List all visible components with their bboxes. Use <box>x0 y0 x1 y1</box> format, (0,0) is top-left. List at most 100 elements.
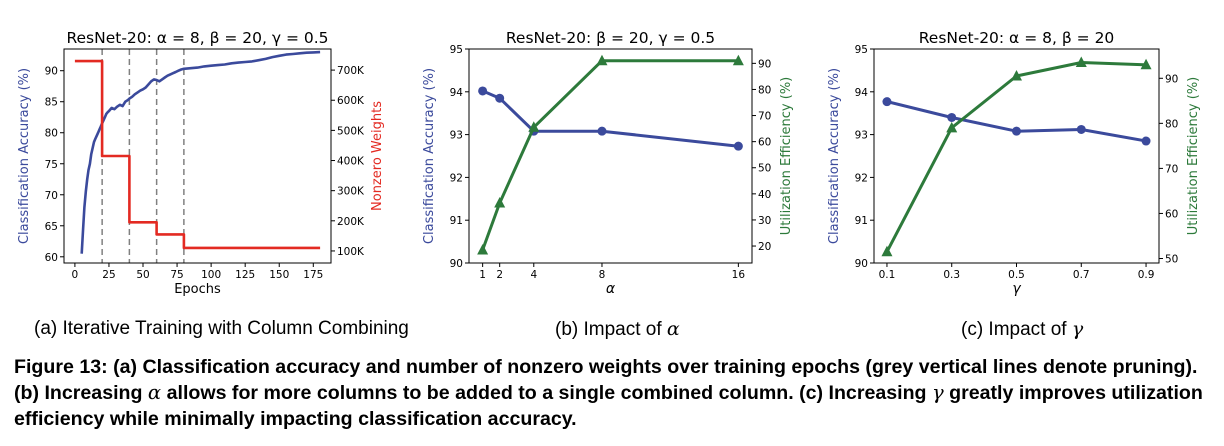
y2-tick-label: 200K <box>337 216 365 228</box>
subcaption-c-text: (c) Impact of <box>961 319 1072 340</box>
accuracy-point <box>1141 136 1151 146</box>
y-tick-label: 95 <box>450 44 463 56</box>
y-tick-label: 75 <box>45 159 58 171</box>
y-tick-label: 93 <box>450 130 463 142</box>
y2-tick-label: 90 <box>1165 73 1178 85</box>
x-tick-label: 0.3 <box>943 269 960 281</box>
y2-tick-label: 50 <box>1165 253 1178 265</box>
x-tick-label: 0.7 <box>1073 269 1090 281</box>
y-tick-label: 65 <box>45 221 58 233</box>
subcaption-c: (c) Impact of γ <box>961 318 1083 341</box>
y2-tick-label: 60 <box>758 137 771 149</box>
x-tick-label: 4 <box>530 269 537 281</box>
y2-tick-label: 300K <box>337 186 365 198</box>
y-tick-label: 92 <box>450 172 463 184</box>
x-tick-label: 25 <box>102 269 115 281</box>
x-tick-label: 0 <box>72 269 79 281</box>
y2-tick-label: 70 <box>758 111 771 123</box>
y2-tick-label: 60 <box>1165 208 1178 220</box>
y-axis-label: Classification Accuracy (%) <box>827 68 842 244</box>
figure-charts: 0 25 50 75 100 125 150 17560657075808590100K200… <box>17 29 1201 297</box>
utilization-point <box>1011 70 1022 81</box>
accuracy-point <box>733 141 743 151</box>
y2-tick-label: 50 <box>758 163 771 175</box>
y-tick-label: 95 <box>855 44 868 56</box>
y2-tick-label: 500K <box>337 125 365 137</box>
y2-tick-label: 40 <box>758 189 771 201</box>
series-utilization-line <box>885 61 1147 253</box>
x-tick-label: 75 <box>170 269 183 281</box>
y2-axis-label: Utilization Efficiency (%) <box>779 77 794 236</box>
caption-part-1: Figure 13: (a) Classification accuracy a… <box>14 356 1198 404</box>
utilization-point <box>528 121 540 132</box>
subcaption-c-symbol: γ <box>1071 318 1084 340</box>
accuracy-point <box>882 97 892 107</box>
chart-title: ResNet-20: α = 8, β = 20 <box>919 29 1115 47</box>
chart-title: ResNet-20: β = 20, γ = 0.5 <box>506 29 715 47</box>
y-axis-label: Classification Accuracy (%) <box>422 68 437 244</box>
y-tick-label: 90 <box>45 66 58 78</box>
y-tick-label: 91 <box>855 215 868 227</box>
y2-tick-label: 80 <box>1165 118 1178 130</box>
y-tick-label: 94 <box>855 87 869 99</box>
figure-caption: Figure 13: (a) Classification accuracy a… <box>14 354 1220 432</box>
accuracy-point <box>947 112 957 122</box>
subcaption-b-text: (b) Impact of <box>555 319 667 340</box>
x-tick-label: 0.9 <box>1138 269 1155 281</box>
y-tick-label: 80 <box>45 128 58 140</box>
y2-tick-label: 80 <box>758 84 771 96</box>
accuracy-point <box>1076 124 1086 134</box>
plot-frame <box>63 48 332 264</box>
accuracy-point <box>478 86 488 96</box>
x-tick-label: 125 <box>235 269 255 281</box>
x-tick-label: 1 <box>479 269 486 281</box>
y2-tick-label: 100K <box>337 246 365 258</box>
x-tick-label: 8 <box>599 269 606 281</box>
caption-symbol-gamma: γ <box>931 381 944 404</box>
y2-tick-label: 30 <box>758 215 771 227</box>
y-tick-label: 91 <box>450 215 463 227</box>
x-tick-label: 16 <box>732 269 746 281</box>
subcaption-a-text: (a) Iterative Training with Column Combi… <box>34 318 409 339</box>
subcaption-a: (a) Iterative Training with Column Combi… <box>34 318 409 340</box>
plot-frame <box>468 48 753 264</box>
y-tick-label: 90 <box>855 258 868 270</box>
y-tick-label: 92 <box>855 172 868 184</box>
accuracy-point <box>597 126 607 136</box>
utilization-point <box>494 196 506 208</box>
caption-symbol-alpha: α <box>147 381 162 404</box>
y-tick-label: 85 <box>45 97 58 109</box>
utilization-point <box>946 121 958 133</box>
x-tick-label: 2 <box>496 269 503 281</box>
y-axis-label: Classification Accuracy (%) <box>17 68 32 244</box>
accuracy-point <box>1012 126 1021 136</box>
y2-tick-label: 90 <box>758 58 771 70</box>
utilization-point <box>1075 56 1087 68</box>
series-utilization-line <box>481 59 739 251</box>
utilization-point <box>596 54 608 66</box>
y2-tick-label: 70 <box>1165 163 1178 175</box>
y2-tick-label: 600K <box>337 95 365 107</box>
caption-part-3: greatly improves utilization efficiency … <box>14 382 1203 430</box>
y-tick-label: 70 <box>45 190 58 202</box>
y-tick-label: 60 <box>45 252 58 264</box>
y-tick-label: 90 <box>450 258 463 270</box>
y2-tick-label: 20 <box>758 241 771 253</box>
subcaption-b: (b) Impact of α <box>555 318 680 341</box>
x-tick-label: 175 <box>303 269 323 281</box>
x-tick-label: 0.5 <box>1008 269 1025 281</box>
x-tick-label: 50 <box>136 269 149 281</box>
chart-title: ResNet-20: α = 8, β = 20, γ = 0.5 <box>66 29 328 47</box>
plot-frame <box>873 48 1160 264</box>
utilization-point <box>477 243 489 255</box>
y2-axis-label: Nonzero Weights <box>370 101 385 211</box>
accuracy-point <box>495 93 505 103</box>
y-tick-label: 93 <box>855 130 868 142</box>
y2-tick-label: 400K <box>337 156 365 168</box>
utilization-point <box>1140 58 1152 70</box>
x-axis-label: Epochs <box>174 282 221 297</box>
x-axis-label: α <box>606 281 616 297</box>
y2-tick-label: 700K <box>337 65 365 77</box>
y2-axis-label: Utilization Efficiency (%) <box>1186 77 1201 236</box>
caption-part-2: allows for more columns to be added to a… <box>161 382 932 404</box>
